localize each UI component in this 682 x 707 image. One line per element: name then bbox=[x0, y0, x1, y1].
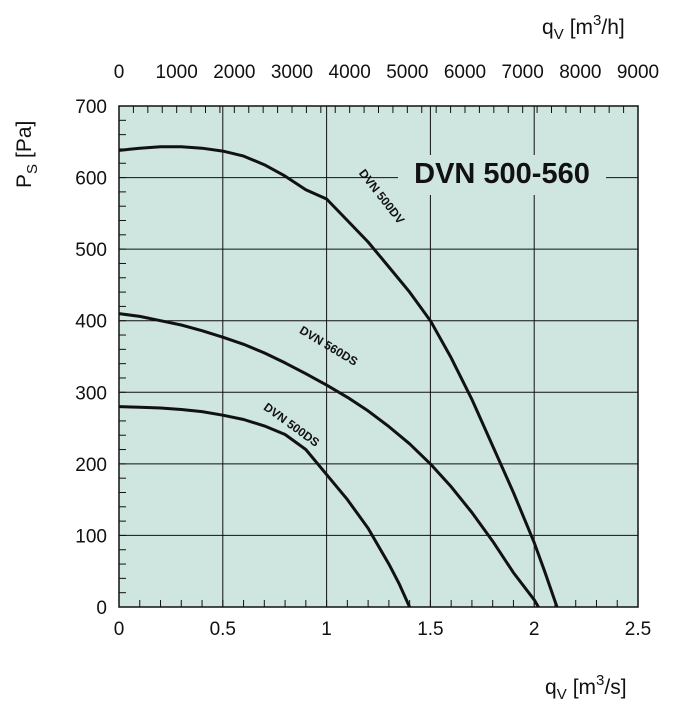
x-tick-label: 0.5 bbox=[210, 619, 236, 640]
plot-frame bbox=[118, 105, 639, 608]
y-tick-label: 400 bbox=[75, 312, 107, 333]
top-axis-tick-label: 6000 bbox=[444, 62, 486, 83]
y-tick-label: 300 bbox=[75, 383, 107, 404]
top-axis-tick-label: 4000 bbox=[329, 62, 371, 83]
x-tick-label: 2 bbox=[529, 619, 540, 640]
top-axis-tick-label: 3000 bbox=[271, 62, 313, 83]
top-axis-tick-label: 0 bbox=[114, 62, 125, 83]
x-tick-label: 2.5 bbox=[625, 619, 651, 640]
y-tick-label: 200 bbox=[75, 455, 107, 476]
y-tick-label: 100 bbox=[75, 526, 107, 547]
top-axis-tick-label: 9000 bbox=[617, 62, 659, 83]
y-tick-labels: 0 100 200 300 400 500 600 700 bbox=[75, 97, 107, 619]
top-axis-tick-label: 7000 bbox=[502, 62, 544, 83]
series-line bbox=[118, 312, 540, 608]
x-tick-label: 0 bbox=[114, 619, 125, 640]
chart-title-backdrop bbox=[398, 155, 606, 195]
x-tick-label: 1.5 bbox=[417, 619, 443, 640]
y-axis-label: PS[Pa] bbox=[13, 121, 41, 188]
y-tick-label: 500 bbox=[75, 240, 107, 261]
top-axis-tick-label: 2000 bbox=[213, 62, 255, 83]
x-tick-label: 1 bbox=[321, 619, 332, 640]
series-line bbox=[118, 405, 411, 608]
y-tick-label: 0 bbox=[96, 598, 107, 619]
top-axis-tick-label: 5000 bbox=[386, 62, 428, 83]
x-tick-labels: 0 0.5 1 1.5 2 2.5 bbox=[114, 619, 652, 640]
top-axis-tick-label: 8000 bbox=[559, 62, 601, 83]
top-axis-tick-label: 1000 bbox=[156, 62, 198, 83]
y-tick-label: 600 bbox=[75, 169, 107, 190]
top-axis-label: qV [m3/h] bbox=[542, 12, 625, 43]
chart-title: DVN 500-560 bbox=[414, 158, 590, 190]
y-tick-label: 700 bbox=[75, 97, 107, 118]
series-line bbox=[118, 145, 559, 608]
top-axis-tick-labels: 0 1000 2000 3000 4000 5000 6000 7000 8000 9000 bbox=[114, 62, 659, 83]
chart-title-group: DVN 500-560 bbox=[398, 155, 606, 195]
x-axis-label: qV [m3/s] bbox=[545, 672, 627, 703]
